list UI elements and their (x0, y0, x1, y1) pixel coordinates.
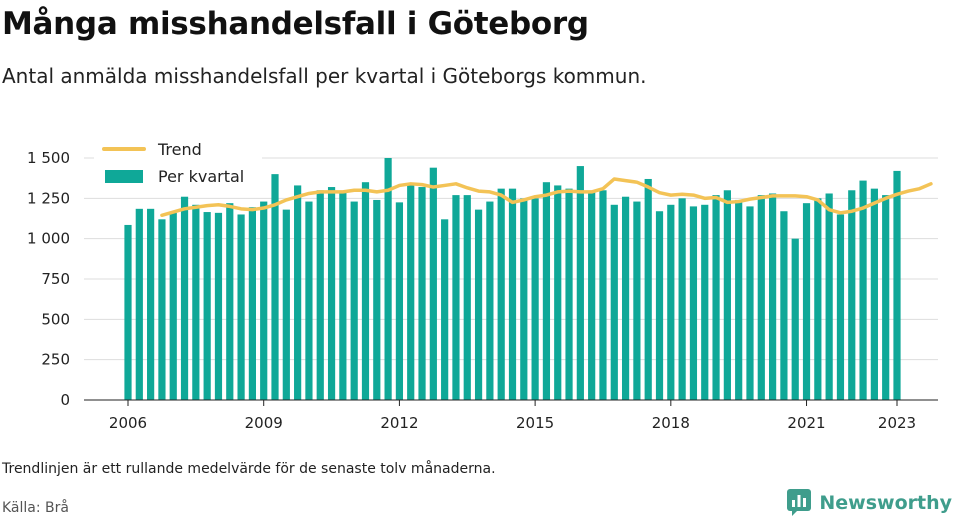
bar (836, 214, 845, 400)
bar (667, 204, 675, 400)
bar (441, 219, 449, 400)
y-tick-label: 1 500 (27, 149, 70, 167)
bar (135, 208, 143, 400)
bar (463, 195, 471, 400)
legend: Trend Per kvartal (94, 136, 262, 188)
x-tick-label: 2021 (787, 414, 825, 432)
bar (361, 182, 370, 400)
x-tick-label: 2009 (245, 414, 283, 432)
x-tick-label: 2015 (516, 414, 554, 432)
trend-line (160, 177, 933, 218)
bar (701, 204, 709, 400)
bar (599, 190, 607, 400)
bar (723, 190, 731, 400)
bar (282, 209, 290, 400)
y-tick-label: 0 (60, 391, 70, 409)
bar (520, 198, 528, 400)
bar (271, 174, 279, 400)
bar (147, 208, 155, 400)
bar (305, 201, 313, 400)
bar (350, 201, 358, 400)
bar (203, 212, 211, 400)
bar (226, 203, 234, 400)
bar (633, 201, 641, 400)
bar (395, 202, 404, 400)
bar (339, 191, 347, 400)
bar (237, 214, 245, 400)
bar (644, 178, 652, 400)
bar (780, 211, 788, 400)
bar (621, 196, 630, 400)
bar (825, 193, 833, 400)
bar (848, 190, 856, 400)
source-label: Källa: Brå (2, 500, 69, 516)
chart-subtitle: Antal anmälda misshandelsfall per kvarta… (2, 64, 647, 88)
bar (248, 207, 256, 400)
bar (180, 196, 189, 400)
bar (531, 198, 539, 400)
y-tick-label: 750 (41, 270, 70, 288)
bar (678, 198, 686, 400)
bar (655, 211, 664, 400)
bar (576, 166, 584, 400)
bar (757, 195, 765, 400)
brand-logo[interactable]: Newsworthy (787, 487, 952, 519)
bar (814, 198, 822, 400)
bar-series (124, 158, 901, 400)
bar (882, 195, 890, 400)
bar-chart-logo-icon (787, 489, 812, 516)
chart-title: Många misshandelsfall i Göteborg (2, 6, 589, 42)
bar (260, 201, 268, 400)
footnote: Trendlinjen är ett rullande medelvärde f… (2, 461, 496, 477)
bar (588, 191, 596, 400)
chart-area: 0 250 500 750 1 000 1 250 1 500 2006 2009 2012 201… (27, 136, 938, 432)
bar (802, 203, 811, 400)
bar (373, 199, 381, 400)
y-tick-label: 1 000 (27, 230, 70, 248)
brand-name: Newsworthy (819, 492, 952, 514)
y-tick-label: 250 (41, 351, 70, 369)
bar (169, 212, 177, 400)
bar (158, 219, 166, 400)
y-tick-label: 500 (41, 310, 70, 328)
bar (474, 209, 483, 400)
bar (746, 206, 754, 400)
axes: 0 250 500 750 1 000 1 250 1 500 2006 2009 2012 201… (27, 149, 938, 432)
bar (870, 188, 878, 400)
bar (893, 170, 901, 400)
bar (384, 158, 392, 400)
legend-trend-label: Trend (157, 140, 202, 159)
bar (565, 188, 573, 400)
bar (327, 187, 336, 400)
bar (192, 204, 200, 400)
bar (418, 187, 426, 400)
bar (554, 185, 562, 400)
bar (859, 180, 867, 400)
bar (294, 185, 302, 400)
bar (316, 190, 324, 400)
bar (124, 224, 132, 400)
y-tick-label: 1 250 (27, 189, 70, 207)
legend-bar-label: Per kvartal (158, 167, 244, 186)
bar (497, 188, 505, 400)
bar (542, 182, 551, 400)
x-tick-label: 2006 (109, 414, 147, 432)
trend-series (160, 177, 933, 218)
bar (407, 185, 415, 400)
bar (712, 195, 720, 400)
x-tick-label: 2018 (652, 414, 690, 432)
x-tick-label: 2023 (878, 414, 916, 432)
bar (429, 167, 437, 400)
bar (735, 199, 743, 400)
bar (508, 188, 517, 400)
bar (791, 238, 799, 400)
legend-bar-swatch (105, 170, 143, 183)
bar (769, 193, 777, 400)
bar (689, 206, 698, 400)
x-tick-label: 2012 (380, 414, 418, 432)
bar (610, 204, 618, 400)
bar (486, 201, 494, 400)
bar (452, 195, 460, 400)
bar (214, 212, 223, 400)
